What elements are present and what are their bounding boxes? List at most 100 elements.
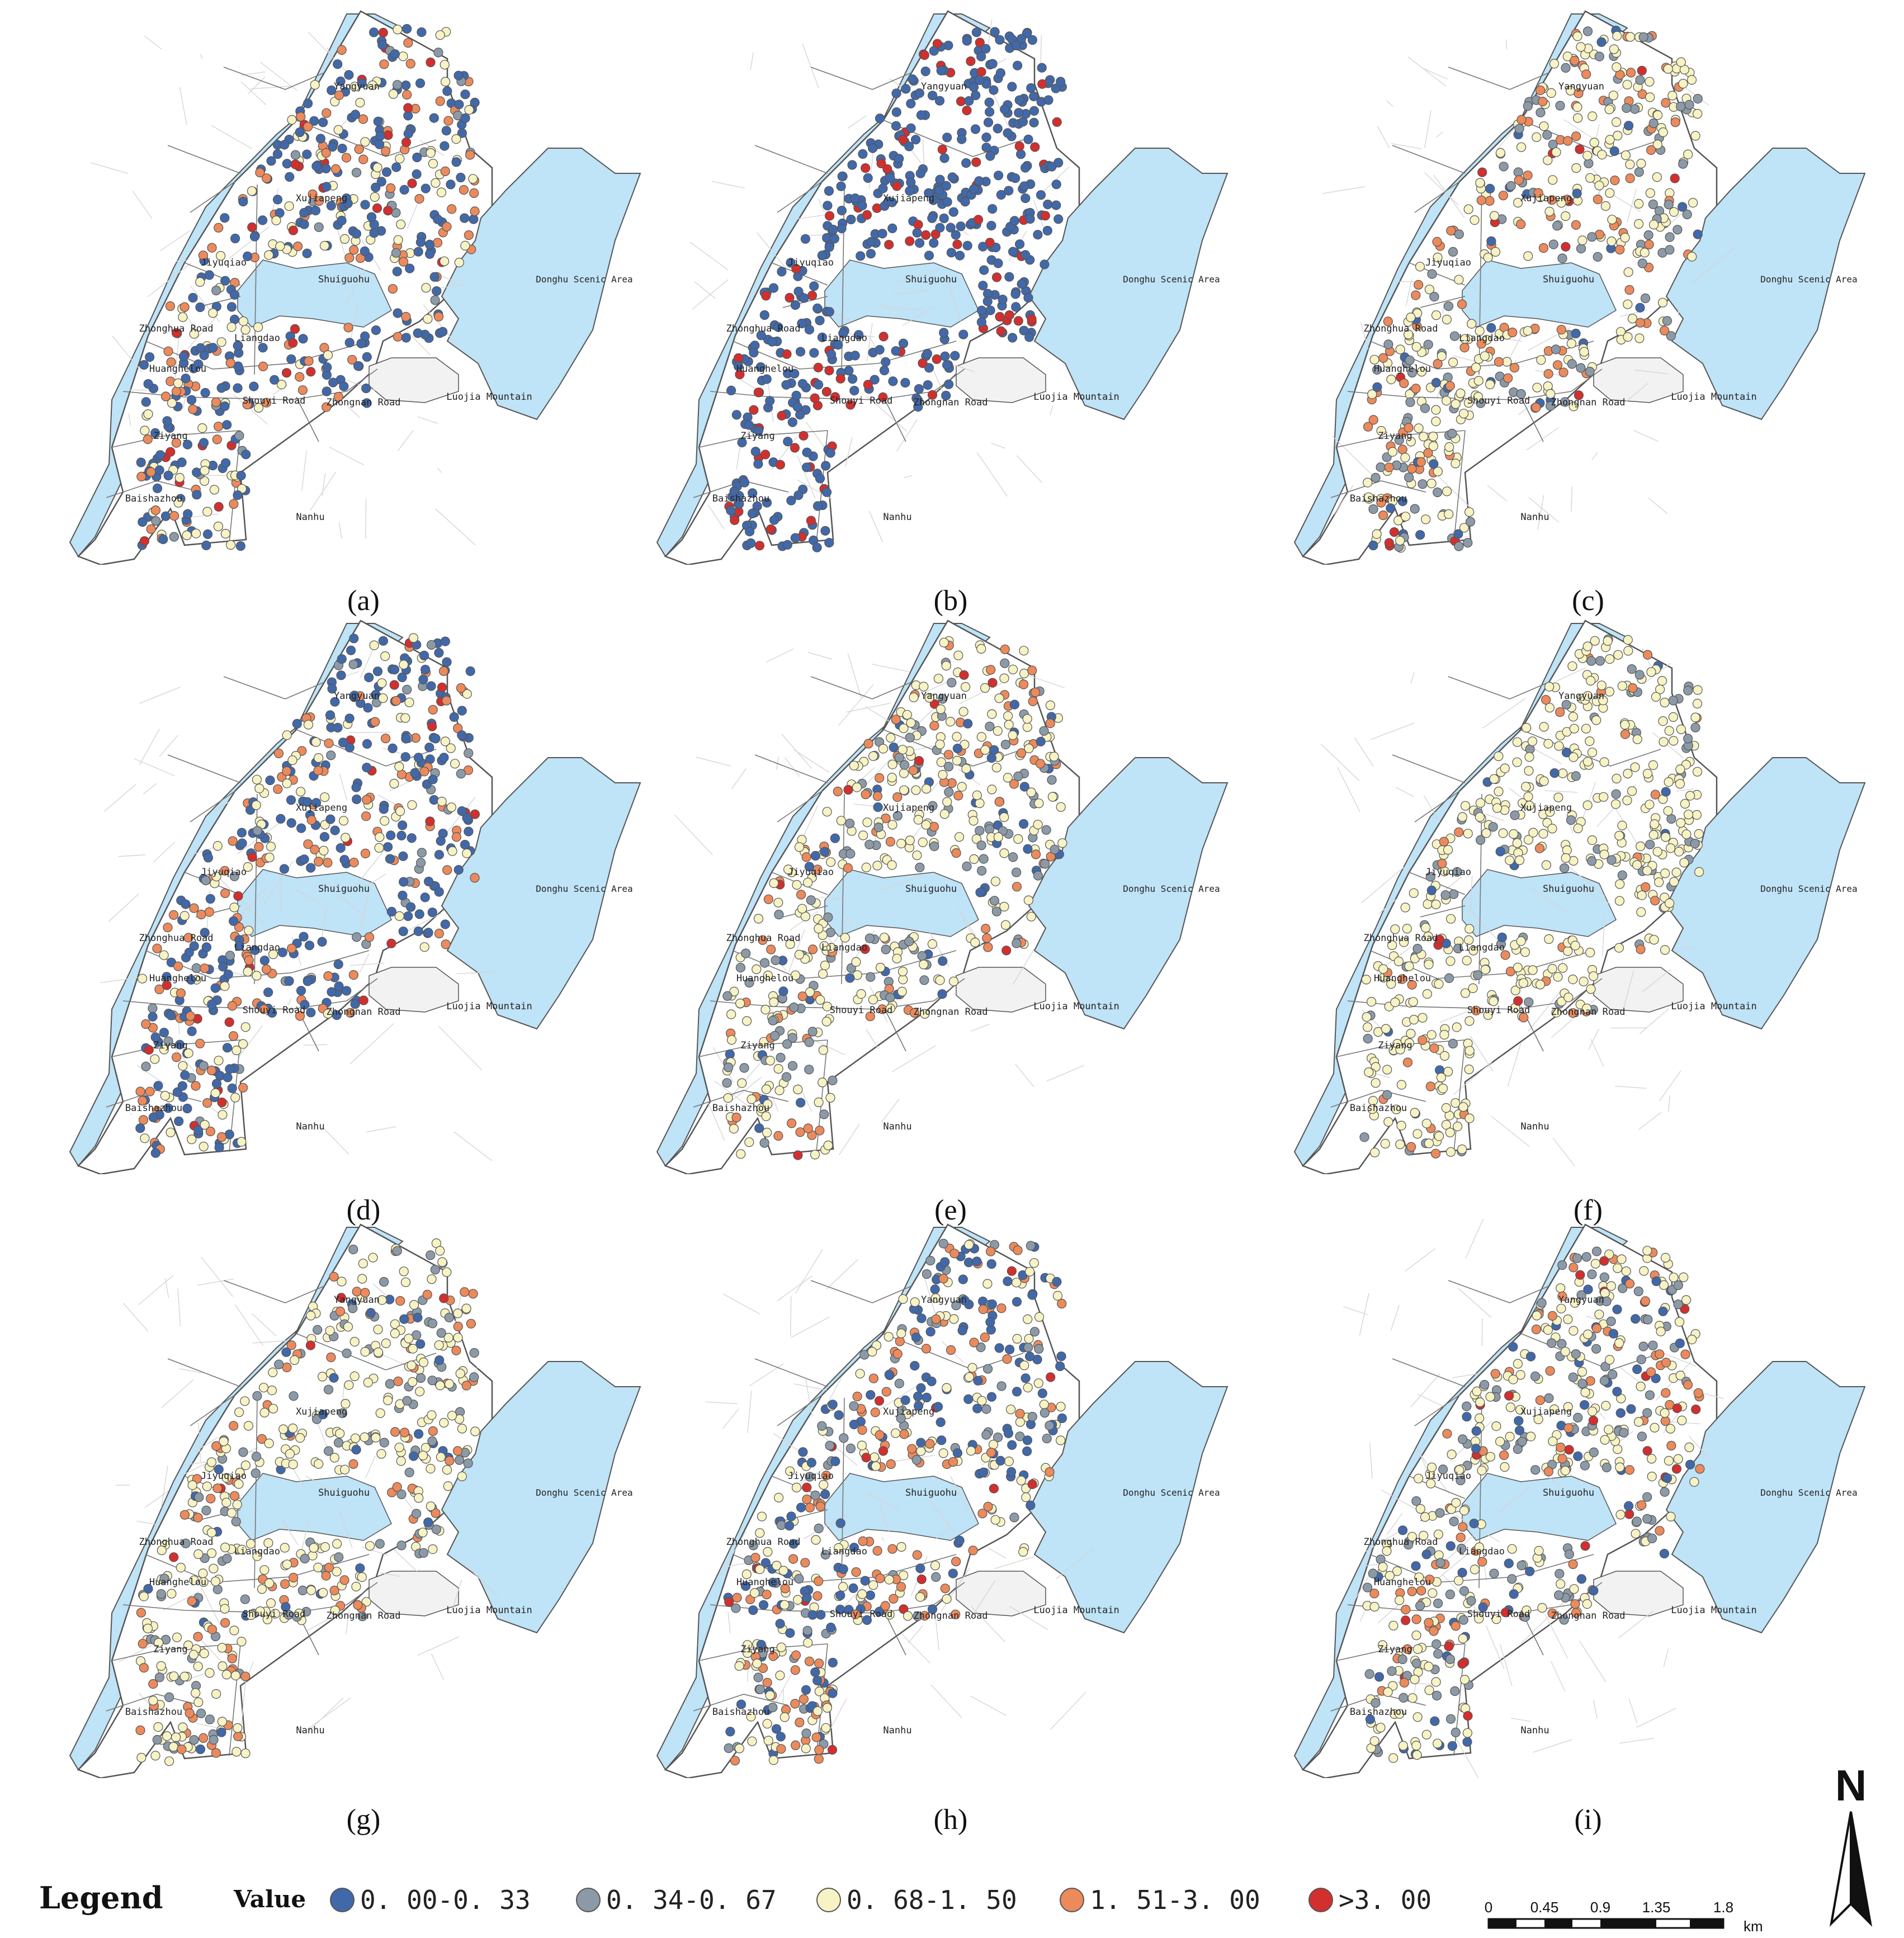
sample-point [288,1423,298,1434]
place-label-zhonghua: Zhonghua Road [1363,933,1438,944]
sample-point [138,1115,148,1125]
sample-point [343,198,353,209]
sample-point [1561,211,1571,221]
sample-point [929,721,939,731]
sample-point [1584,158,1594,168]
sample-point [1629,104,1640,114]
sample-point [800,234,810,244]
luojia-mountain-area [1593,1571,1684,1616]
sample-point [1428,441,1438,451]
sample-point [1579,976,1589,987]
sample-point [1513,996,1523,1006]
sample-point [1422,989,1432,999]
sample-point [390,1329,400,1339]
road-line [144,35,162,50]
sample-point [399,1266,409,1277]
sample-point [392,80,403,90]
sample-point [1363,1022,1373,1032]
sample-point [1514,855,1525,866]
place-label-zhongnan: Zhongnan Road [1551,1006,1625,1018]
sample-point [1434,934,1444,944]
sample-point [1411,290,1421,300]
road-line [1663,1648,1669,1667]
sample-point [735,998,745,1009]
road-line [1016,455,1042,483]
sample-point [960,197,970,207]
sample-point [783,864,793,875]
sample-point [875,1430,885,1440]
sample-point [802,1482,812,1492]
sample-point [268,949,278,959]
sample-point [434,850,445,860]
road-line [969,1580,996,1621]
sample-point [955,1535,965,1545]
sample-point [862,1615,872,1625]
sample-point [973,215,984,225]
sample-point [955,250,965,261]
sample-point [257,1434,267,1444]
sample-point [295,127,305,138]
sample-point [898,135,908,145]
sample-point [465,150,475,160]
sample-point [1404,1038,1414,1048]
sample-point [1549,59,1560,69]
sample-point [1410,504,1420,514]
sample-point [225,358,235,368]
sample-point [280,1543,290,1553]
sample-point [871,1461,881,1471]
subdistrict-boundary [1414,1395,1460,1426]
sample-point [1039,1400,1049,1410]
yangtze-river [69,623,404,1167]
sample-point [228,1031,239,1041]
road-line [988,1547,1007,1559]
sample-point [1026,787,1036,797]
place-label-donghu: Donghu Scenic Area [536,883,632,894]
sample-point [1033,230,1043,240]
sample-point [1020,250,1031,260]
sample-point [1524,801,1534,811]
sample-point [1612,31,1622,41]
sample-point [1599,757,1609,767]
sample-point [427,907,437,918]
sample-point [173,498,183,508]
sample-point [240,1594,250,1604]
sample-point [806,1458,816,1468]
road-line [176,259,187,262]
sample-point [1397,445,1407,455]
sample-point [229,902,239,913]
sample-point [1566,338,1577,348]
sample-point [1395,536,1405,546]
sample-point [868,995,878,1005]
sample-point [393,1376,403,1387]
sample-point [1473,391,1483,402]
sample-point [762,1127,772,1138]
sample-point [277,379,287,390]
sample-point [212,1584,223,1595]
sample-point [1029,106,1040,116]
sample-point [762,1719,772,1729]
sample-point [1563,136,1573,146]
sample-point [1547,1608,1557,1618]
sample-point [396,1456,406,1466]
sample-point [812,501,823,511]
sample-point [942,1383,952,1393]
sample-point [988,59,998,69]
road-line [785,757,800,777]
sample-point [922,784,932,794]
sample-point [894,753,904,763]
sample-point [972,1403,982,1414]
sample-point [1027,1479,1037,1490]
sample-point [994,1343,1004,1353]
sample-point [999,901,1009,912]
place-label-yangyuan: Yangyuan [334,1294,380,1306]
sample-point [337,1408,347,1419]
sample-point [1451,1727,1461,1738]
sample-point [941,181,951,191]
sample-point [412,169,422,179]
sample-point [996,1303,1007,1313]
sample-point [258,343,268,353]
sample-point [361,383,371,394]
sample-point [1675,779,1685,789]
place-label-zhongnan: Zhongnan Road [326,1610,400,1622]
sample-point [875,114,885,124]
